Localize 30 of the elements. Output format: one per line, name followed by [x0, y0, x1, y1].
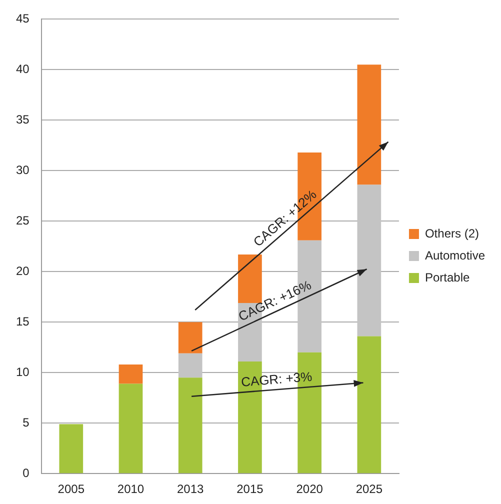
bar — [118, 384, 143, 474]
legend-label: Automotive — [424, 248, 486, 262]
x-tick-label: 2010 — [117, 482, 144, 496]
y-tick-label: 0 — [22, 466, 30, 480]
bar — [357, 64, 382, 185]
bar — [118, 364, 143, 384]
y-tick-label: 20 — [16, 264, 30, 278]
y-tick-label: 25 — [16, 213, 30, 228]
legend-label: Others (2) — [424, 226, 479, 240]
y-tick-label: 30 — [16, 162, 30, 177]
bar — [178, 353, 202, 378]
y-tick-label: 35 — [16, 112, 30, 126]
y-tick-label: 45 — [16, 12, 30, 26]
bar — [178, 378, 202, 474]
annotation: CAGR: +16% — [236, 277, 314, 324]
bar — [59, 424, 84, 474]
y-tick-label: 5 — [22, 415, 30, 430]
y-tick-label: 40 — [16, 62, 30, 76]
bar — [357, 336, 382, 474]
y-tick-label: 15 — [16, 314, 30, 328]
x-tick-label: 2025 — [356, 482, 383, 496]
y-tick-label: 10 — [16, 364, 30, 379]
x-tick-label: 2015 — [236, 482, 264, 496]
legend-label: Portable — [424, 270, 470, 284]
bar — [178, 322, 202, 354]
x-tick-label: 2013 — [177, 482, 204, 496]
annotation: CAGR: +3% — [240, 368, 314, 390]
bar — [357, 184, 382, 336]
x-tick-label: 2020 — [296, 482, 324, 496]
x-tick-label: 2005 — [58, 482, 85, 496]
